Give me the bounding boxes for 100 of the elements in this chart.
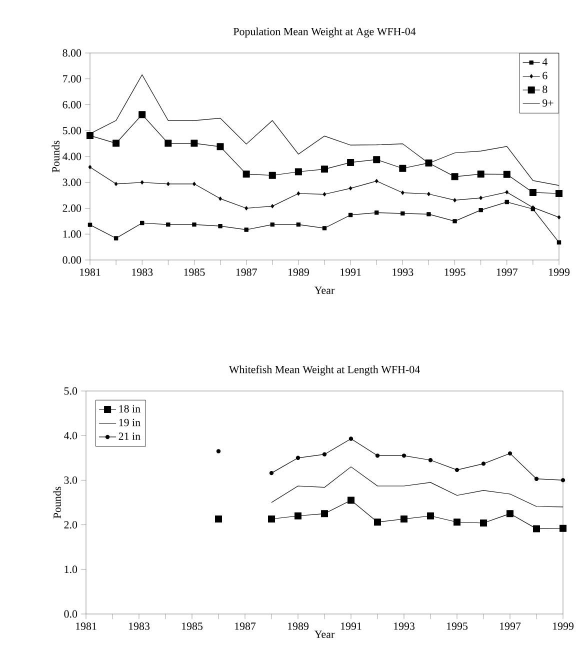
point (401, 190, 404, 195)
legend-label: 6 (542, 72, 548, 80)
y-tick-label: 0.00 (62, 256, 82, 264)
x-tick-label: 1995 (444, 268, 466, 276)
point (402, 454, 406, 458)
y-tick-label: 0.0 (64, 610, 78, 618)
point (296, 191, 300, 196)
y-tick-label: 1.0 (64, 566, 78, 574)
x-tick-label: 1989 (288, 268, 309, 276)
point (428, 458, 433, 462)
point (112, 140, 120, 147)
point (454, 468, 460, 472)
point (269, 470, 274, 476)
point (296, 456, 300, 460)
x-tick-label: 1997 (496, 268, 518, 276)
legend-label: 21 in (118, 432, 140, 440)
point (88, 222, 92, 227)
x-axis-title: Year (314, 286, 334, 294)
point (140, 220, 144, 226)
point (347, 158, 354, 166)
point (216, 449, 221, 454)
point (218, 196, 222, 201)
point (321, 510, 328, 518)
y-axis-title: Pounds (53, 486, 61, 518)
point (192, 222, 196, 227)
x-tick-label: 1993 (394, 622, 415, 630)
y-tick-label: 3.00 (62, 178, 82, 186)
x-tick-label: 1983 (132, 268, 153, 276)
point (427, 192, 430, 196)
point (296, 222, 301, 227)
x-tick-label: 1991 (341, 622, 362, 630)
point (218, 224, 222, 228)
legend-label: 4 (542, 58, 548, 66)
point (556, 240, 562, 244)
point (166, 182, 170, 186)
point (348, 436, 354, 441)
x-tick-label: 1987 (236, 268, 257, 276)
x-tick-label: 1985 (184, 268, 205, 276)
y-tick-label: 2.0 (64, 521, 78, 529)
point (268, 515, 275, 522)
point (164, 140, 172, 147)
x-tick-label: 1995 (447, 622, 468, 630)
point (375, 454, 380, 458)
point (480, 520, 487, 527)
x-axis-title: Year (314, 630, 334, 638)
point (270, 222, 274, 227)
point (374, 210, 379, 215)
legend-label: 9+ (542, 99, 554, 107)
y-axis-title: Pounds (52, 140, 60, 172)
point (533, 525, 540, 532)
chart-title: Population Mean Weight at Age WFH-04 (233, 28, 416, 38)
chart-title: Whitefish Mean Weight at Length WFH-04 (228, 365, 420, 376)
point (88, 165, 92, 170)
point (138, 111, 146, 118)
point (242, 170, 250, 178)
x-tick-label: 1999 (549, 268, 570, 276)
point (244, 228, 248, 232)
x-tick-label: 1999 (553, 622, 574, 630)
y-tick-label: 2.00 (62, 204, 82, 212)
point (503, 170, 510, 178)
point (504, 200, 509, 204)
y-tick-label: 7.00 (63, 75, 82, 83)
legend-label: 18 in (119, 405, 140, 413)
x-tick-label: 1985 (182, 622, 203, 630)
point (557, 215, 561, 220)
point (348, 186, 352, 190)
point (192, 182, 196, 186)
point (452, 219, 457, 224)
point (481, 462, 486, 466)
x-tick-label: 1997 (500, 622, 521, 630)
point (479, 196, 482, 200)
point (400, 211, 405, 216)
point (560, 524, 566, 532)
point (477, 170, 484, 178)
point (321, 166, 328, 173)
x-tick-label: 1987 (235, 622, 256, 630)
point (294, 512, 302, 520)
point (373, 156, 380, 164)
x-tick-label: 1981 (76, 622, 96, 630)
point (399, 164, 406, 172)
point (426, 212, 431, 216)
y-tick-label: 5.00 (62, 126, 82, 134)
line-series (271, 466, 564, 508)
point (556, 190, 562, 197)
point (400, 515, 408, 522)
point (453, 198, 456, 202)
point (374, 178, 378, 184)
point (505, 190, 509, 194)
y-tick-label: 3.0 (64, 476, 78, 484)
legend-label: 19 in (119, 418, 140, 426)
point (348, 212, 353, 218)
point (529, 188, 536, 196)
point (425, 159, 432, 166)
point (451, 173, 458, 180)
x-tick-label: 1981 (80, 268, 100, 276)
point (454, 518, 460, 526)
point (166, 222, 170, 227)
point (560, 478, 566, 482)
point (427, 512, 434, 520)
point (216, 143, 224, 150)
